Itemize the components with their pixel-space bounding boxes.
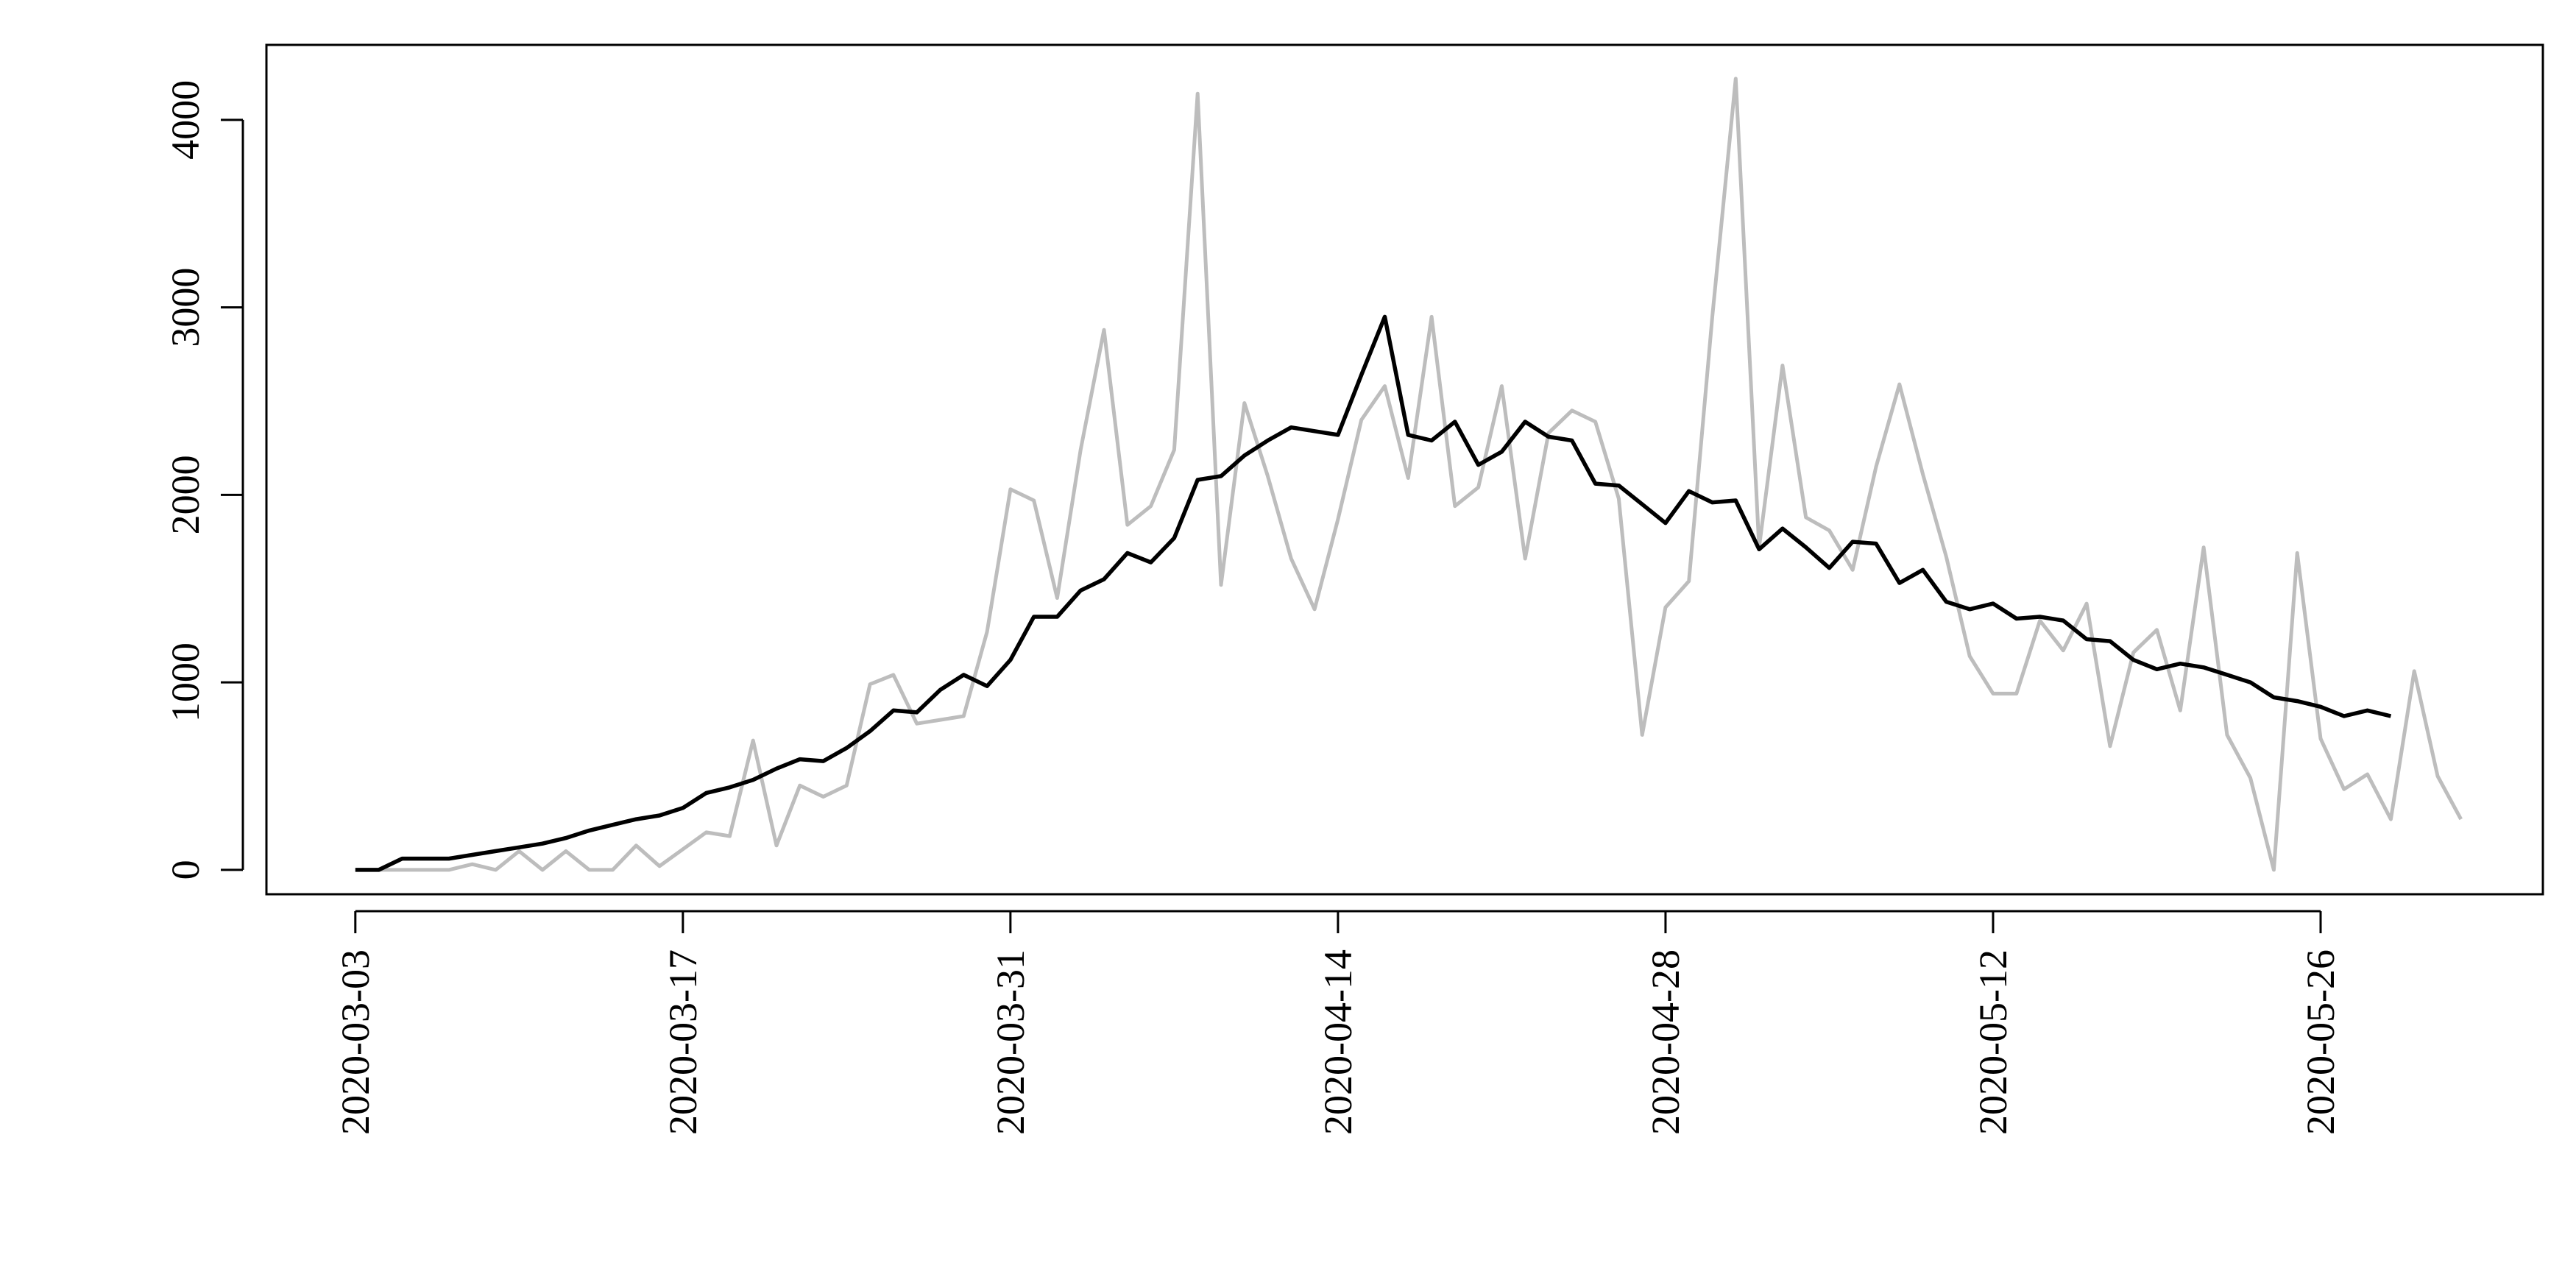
- x-axis: 2020-03-03 2020-03-17 2020-03-31 2020-04-14…: [333, 910, 2343, 1135]
- x-tick-label: 2020-03-03: [333, 949, 378, 1135]
- series-line-2: [355, 314, 2392, 872]
- x-tick-label: 2020-04-28: [1643, 949, 1688, 1135]
- y-tick-label: 0: [163, 860, 208, 880]
- y-tick-label: 4000: [163, 80, 208, 160]
- series-line-1: [355, 77, 2463, 872]
- x-tick-label: 2020-05-26: [2299, 949, 2343, 1135]
- series-layer: [355, 77, 2463, 872]
- y-tick-label: 1000: [163, 643, 208, 722]
- plot-frame: [265, 43, 2544, 896]
- x-tick-label: 2020-03-17: [661, 949, 705, 1135]
- x-tick-label: 2020-04-14: [1316, 949, 1360, 1135]
- x-tick-label: 2020-03-31: [988, 949, 1033, 1135]
- y-axis: 0 1000 2000 3000 4000: [163, 80, 244, 880]
- y-tick-label: 3000: [163, 268, 208, 347]
- y-tick-label: 2000: [163, 455, 208, 534]
- x-tick-label: 2020-05-12: [1971, 949, 2015, 1135]
